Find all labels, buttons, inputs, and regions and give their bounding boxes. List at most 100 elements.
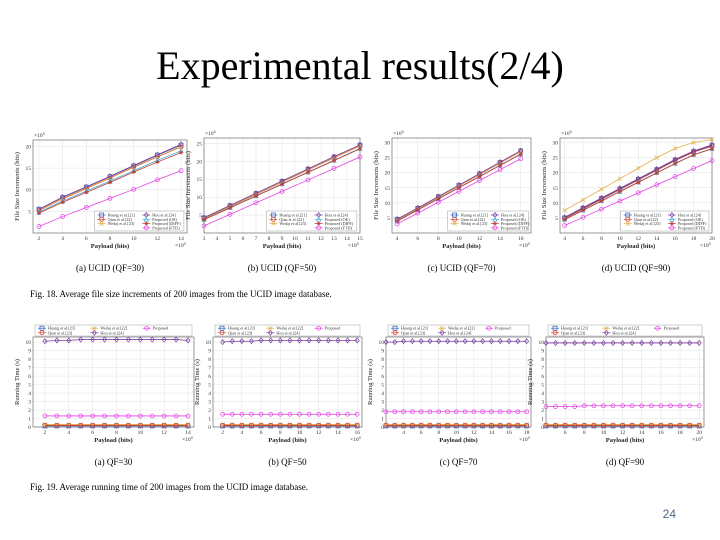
series-line — [564, 160, 713, 226]
data-point — [562, 422, 568, 428]
slide-title: Experimental results(2/4) — [156, 43, 564, 88]
y-tick-label: 2 — [208, 408, 211, 414]
legend-marker — [669, 221, 674, 226]
legend-entry: Wedaj et al.[22] — [100, 326, 127, 331]
data-point — [392, 422, 398, 427]
x-multiplier: ×104 — [519, 435, 530, 443]
data-point — [580, 214, 586, 220]
data-point — [489, 422, 494, 428]
y-tick-label: 10 — [206, 340, 212, 346]
data-point — [668, 422, 673, 428]
data-point — [629, 422, 635, 428]
legend-entry: Qian et al.[23] — [228, 330, 253, 335]
data-point — [258, 411, 264, 417]
data-point — [268, 411, 274, 417]
data-point — [601, 403, 606, 409]
legend-marker — [439, 325, 445, 331]
legend-box — [620, 210, 710, 232]
legend-entry: Hou et al.[24] — [501, 213, 525, 218]
panel-caption: (a) UCID (QF=30) — [76, 263, 144, 273]
x-tick-label: 11 — [305, 236, 311, 242]
x-tick-label: 14 — [489, 430, 495, 436]
panel-caption: (d) QF=90 — [606, 457, 645, 467]
chart-legend: Huang et al.[21] Wedaj et al.[22] Proposed… — [387, 324, 530, 337]
legend-marker — [143, 225, 149, 231]
y-tick-label: 7 — [541, 366, 544, 372]
data-point — [581, 422, 587, 428]
y-tick-label: 0 — [381, 425, 384, 431]
data-point — [185, 413, 191, 419]
data-point — [687, 339, 693, 347]
legend-entry: Qian et al.[23] — [48, 330, 73, 335]
data-point — [629, 403, 635, 409]
data-point — [562, 223, 567, 228]
x-tick-label: 8 — [437, 236, 440, 242]
legend-entry: Proposed (FTD) — [678, 225, 706, 230]
data-point — [268, 422, 274, 428]
legend-box — [34, 324, 193, 337]
legend-entry: Proposed — [153, 326, 169, 331]
data-point — [90, 422, 95, 427]
legend-marker — [392, 330, 398, 336]
panel-caption: (c) QF=70 — [440, 457, 478, 467]
x-tick-label: 2 — [44, 430, 47, 436]
y-tick-label: 8 — [541, 357, 544, 363]
legend-marker — [603, 329, 609, 336]
data-point — [126, 422, 131, 427]
x-axis-label: Payload (bits) — [268, 437, 306, 444]
plot-frame — [203, 137, 361, 234]
data-point — [102, 422, 107, 427]
legend-entry: Hou et al.[24] — [100, 330, 124, 335]
x-tick-label: 6 — [420, 430, 423, 436]
data-point — [497, 338, 503, 345]
data-point — [462, 422, 468, 427]
data-point — [335, 422, 341, 427]
data-point — [280, 182, 284, 187]
data-point — [436, 422, 442, 428]
data-point — [418, 422, 424, 428]
legend-marker — [452, 221, 457, 226]
x-tick-label: 14 — [497, 236, 503, 242]
x-multiplier: ×104 — [348, 241, 359, 249]
data-point — [357, 154, 363, 160]
data-point — [126, 422, 131, 428]
data-point — [161, 336, 167, 343]
data-point — [445, 409, 450, 415]
data-point — [173, 422, 179, 427]
x-tick-label: 18 — [677, 430, 683, 436]
data-point — [489, 409, 494, 415]
data-point — [173, 413, 179, 419]
data-point — [278, 422, 283, 427]
x-tick-label: 12 — [636, 236, 642, 242]
x-axis-label: Payload (bits) — [91, 243, 129, 250]
legend-entry: Hou et al.[24] — [325, 213, 349, 218]
data-point — [553, 404, 558, 409]
y-tick-label: 20 — [26, 144, 32, 150]
data-point — [601, 422, 606, 428]
y-tick-label: 30 — [553, 141, 559, 147]
data-point — [610, 339, 616, 347]
series-line — [222, 339, 358, 343]
data-point — [580, 197, 586, 203]
legend-marker — [99, 221, 104, 226]
data-point — [201, 223, 207, 229]
data-point — [287, 422, 293, 428]
legend-entry: Proposed (OE) — [501, 217, 527, 222]
data-point — [581, 208, 586, 213]
data-point — [691, 140, 696, 145]
data-point — [515, 422, 521, 427]
data-point — [54, 413, 60, 419]
data-point — [658, 422, 664, 428]
data-point — [610, 403, 616, 409]
y-tick-label: 10 — [379, 340, 385, 346]
legend-entry: Huang et al.[21] — [401, 326, 429, 331]
data-point — [524, 338, 530, 345]
data-point — [471, 422, 477, 427]
data-point — [287, 422, 293, 427]
y-tick-label: 15 — [26, 166, 32, 172]
data-point — [253, 200, 259, 206]
legend-marker — [552, 330, 558, 336]
data-point — [102, 413, 107, 419]
y-tick-label: 6 — [208, 374, 211, 380]
